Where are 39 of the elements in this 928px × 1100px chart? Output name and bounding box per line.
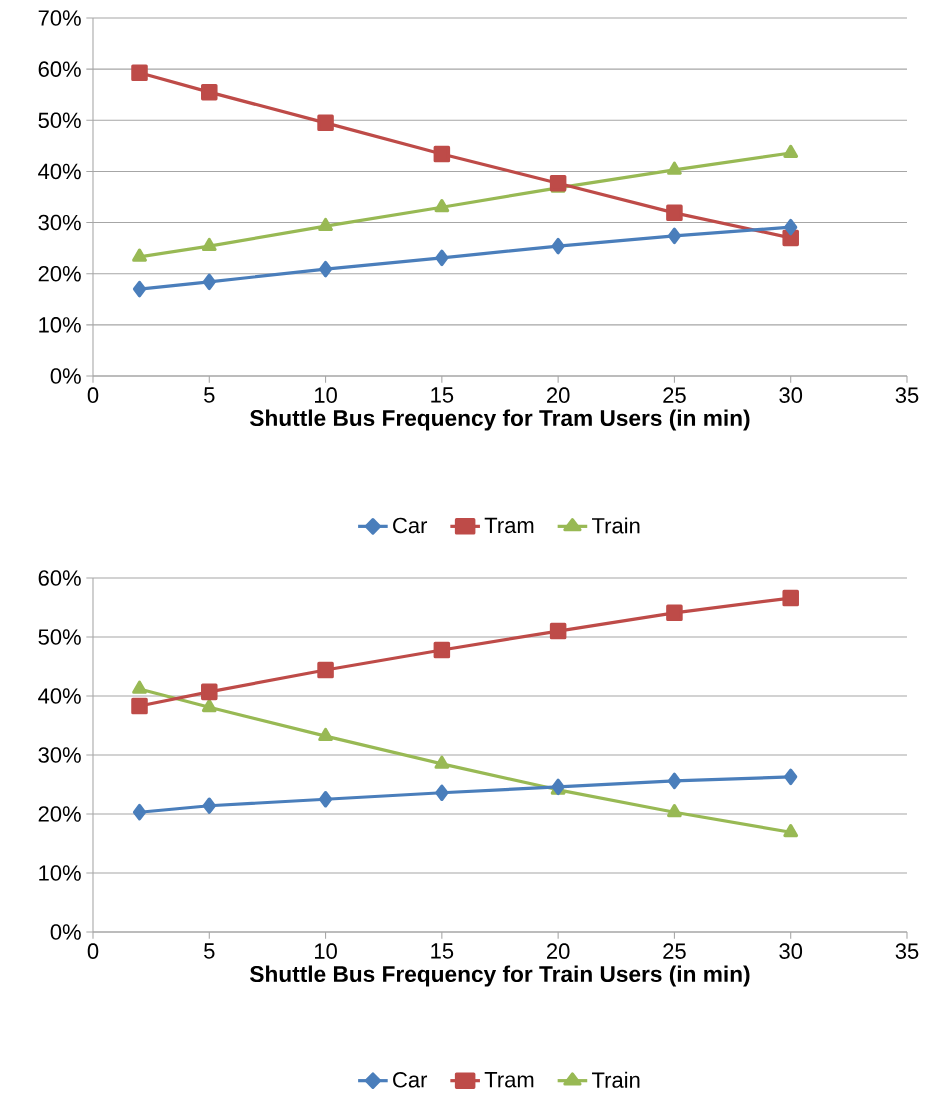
x-tick-label: 15 — [431, 943, 454, 959]
legend-label: Car — [393, 517, 428, 534]
x-tick-label: 25 — [663, 943, 686, 959]
legend-label: Train — [592, 517, 640, 534]
x-tick-label: 15 — [431, 387, 454, 403]
x-tick-label: 35 — [895, 387, 919, 403]
y-tick-label: 30% — [38, 747, 81, 763]
x-tick-label: 5 — [204, 387, 215, 403]
y-tick-label: 0% — [50, 368, 81, 384]
x-tick-label: 10 — [315, 943, 337, 959]
y-tick-label: 60% — [38, 61, 81, 77]
y-tick-label: 50% — [38, 629, 81, 645]
y-tick-label: 10% — [39, 865, 81, 881]
y-tick-label: 0% — [50, 924, 81, 940]
x-tick-label: 30 — [779, 387, 803, 403]
x-axis-title: Shuttle Bus Frequency for Tram Users (in min) — [250, 409, 750, 431]
y-tick-label: 50% — [38, 112, 81, 129]
legend-label: Train — [592, 1071, 640, 1088]
legend-label: Tram — [484, 1072, 534, 1088]
y-tick-label: 20% — [38, 806, 81, 822]
legend-label: Car — [393, 1071, 428, 1088]
x-tick-label: 10 — [315, 387, 337, 403]
x-axis-title: Shuttle Bus Frequency for Train Users (in min) — [250, 965, 750, 987]
y-tick-label: 30% — [38, 214, 81, 231]
y-tick-label: 40% — [38, 688, 81, 704]
x-tick-label: 0 — [87, 387, 99, 403]
x-tick-label: 25 — [663, 387, 686, 403]
y-tick-label: 70% — [38, 10, 81, 26]
x-tick-label: 20 — [547, 943, 570, 959]
y-tick-label: 10% — [39, 317, 81, 333]
y-tick-label: 40% — [38, 163, 81, 180]
x-tick-label: 20 — [547, 387, 570, 403]
x-tick-label: 0 — [87, 943, 99, 959]
y-tick-label: 60% — [38, 570, 81, 586]
legend-label: Tram — [484, 517, 534, 534]
x-tick-label: 30 — [779, 943, 803, 959]
x-tick-label: 5 — [204, 943, 215, 959]
y-tick-label: 20% — [38, 265, 81, 282]
x-tick-label: 35 — [895, 943, 919, 959]
